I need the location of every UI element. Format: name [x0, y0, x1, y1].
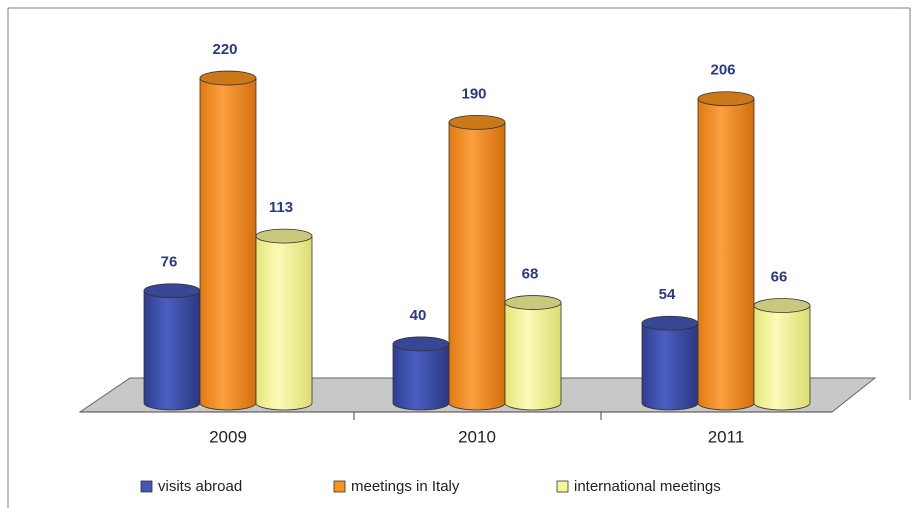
bar-top [143, 283, 201, 299]
bar [504, 295, 562, 411]
bar-top [697, 91, 755, 107]
bar-body [448, 121, 506, 411]
bar-top [255, 228, 313, 244]
legend-swatch [333, 480, 346, 493]
frame [7, 7, 911, 508]
data-label: 68 [522, 266, 539, 283]
x-tick-label: 2010 [458, 427, 496, 446]
bar-top [641, 315, 699, 331]
legend-swatch [556, 480, 569, 493]
x-tick-label: 2009 [209, 427, 247, 446]
bar-top [392, 336, 450, 352]
bar [199, 70, 257, 411]
data-label: 190 [461, 85, 486, 102]
legend-label: meetings in Italy [351, 478, 460, 495]
bar [143, 283, 201, 411]
data-label: 40 [410, 307, 427, 324]
bar-body [641, 322, 699, 411]
bar-body [199, 77, 257, 411]
bar-body [504, 302, 562, 411]
bar [641, 315, 699, 411]
bar-top [199, 70, 257, 86]
bar-body [143, 290, 201, 411]
bar [448, 114, 506, 411]
x-tick-label: 2011 [708, 427, 745, 446]
bar [392, 336, 450, 411]
bar [255, 228, 313, 411]
bar-body [255, 235, 313, 411]
bar-body [753, 305, 811, 411]
legend-swatch [140, 480, 153, 493]
bar-body [697, 98, 755, 411]
bar-top [504, 295, 562, 310]
data-label: 54 [659, 286, 676, 303]
data-label: 206 [710, 62, 735, 79]
bar-top [753, 298, 811, 313]
legend-label: visits abroad [158, 478, 242, 495]
data-label: 220 [212, 41, 237, 58]
data-label: 66 [771, 268, 788, 285]
legend-label: international meetings [574, 478, 721, 495]
bar [753, 298, 811, 411]
bar-top [448, 114, 506, 130]
data-label: 113 [269, 199, 293, 216]
bar-body [392, 343, 450, 411]
data-label: 76 [161, 254, 178, 271]
bar [697, 91, 755, 411]
